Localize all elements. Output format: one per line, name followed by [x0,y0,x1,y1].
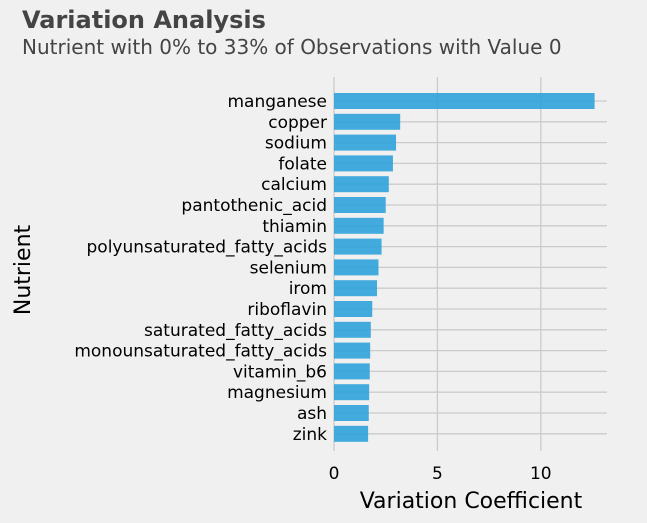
chart-title: Variation Analysis [22,6,266,34]
bar-ash [334,405,369,421]
bar-saturated_fatty_acids [334,321,371,338]
category-label: monounsaturated_fatty_acids [74,342,327,362]
bar-monounsaturated_fatty_acids [334,342,371,359]
category-label: selenium [250,258,327,278]
category-label: calcium [261,175,327,195]
x-tick-labels: 0 5 10 [329,464,552,484]
category-label: pantothenic_acid [181,196,327,216]
bar-vitamin_b6 [334,363,370,380]
bar-selenium [334,259,379,276]
category-label: irom [289,279,327,299]
category-label: magnesium [227,383,327,403]
category-labels: manganesecoppersodiumfolatecalciumpantot… [74,92,327,445]
category-label: manganese [227,92,327,112]
category-label: copper [268,113,327,133]
bar-calcium [334,176,389,193]
bar-zink [334,425,369,442]
category-label: ash [297,404,327,424]
bar-copper [334,113,401,130]
y-axis-label: Nutrient [11,224,36,315]
category-label: thiamin [262,217,327,237]
chart-subtitle: Nutrient with 0% to 33% of Observations … [22,35,562,59]
bar-folate [334,155,393,172]
category-label: polyunsaturated_fatty_acids [87,238,328,258]
bar-sodium [334,134,397,151]
category-label: sodium [265,134,327,154]
bar-pantothenic_acid [334,197,386,213]
category-label: riboflavin [247,300,327,320]
bar-riboflavin [334,301,373,317]
bar-thiamin [334,217,384,234]
bar-magnesium [334,384,370,401]
category-label: zink [293,425,327,445]
bar-irom [334,280,378,297]
bars-group [334,93,595,442]
category-label: vitamin_b6 [233,362,327,382]
category-label: saturated_fatty_acids [144,321,327,341]
x-axis-label: Variation Coefficient [360,489,583,514]
x-tick-label: 5 [432,464,443,484]
category-label: folate [278,154,327,174]
x-tick-label: 10 [530,464,552,484]
bar-manganese [334,93,595,109]
bar-polyunsaturated_fatty_acids [334,238,382,255]
x-tick-label: 0 [329,464,340,484]
